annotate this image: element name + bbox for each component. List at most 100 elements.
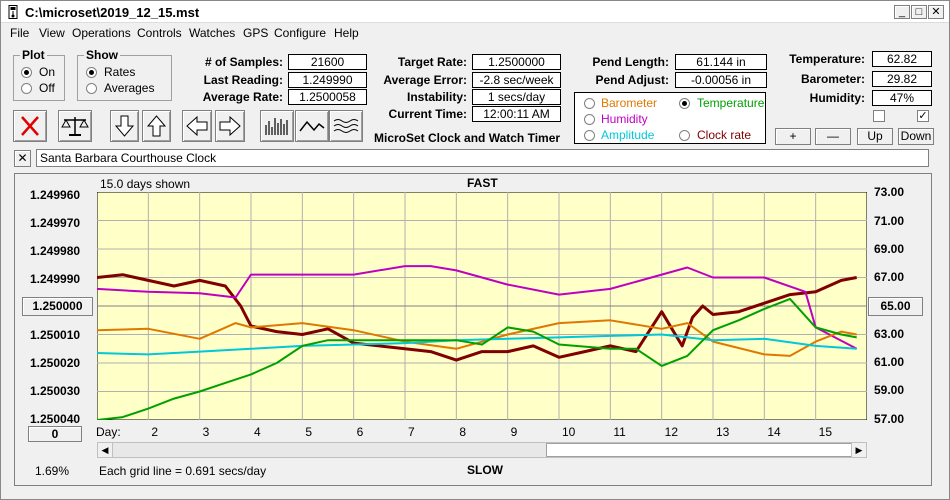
show-rates-label[interactable]: Rates	[104, 65, 136, 79]
scale-down-button[interactable]: Down	[898, 128, 934, 145]
menu-bar: File View Operations Controls Watches GP…	[1, 24, 949, 42]
left-tick-label: 1.250040	[30, 412, 81, 426]
clock-rate-option-label[interactable]: Clock rate	[697, 128, 752, 142]
right-tick-label: 61.00	[874, 355, 905, 369]
plot-off-radio[interactable]	[21, 83, 32, 94]
scale-up-button[interactable]: Up	[857, 128, 893, 145]
time-scrollbar[interactable]: ◀ ▶	[97, 442, 867, 458]
show-averages-radio[interactable]	[86, 83, 97, 94]
day-tick-label: 14	[767, 425, 781, 439]
right-scale-button[interactable]: 65.00	[868, 297, 923, 316]
menu-controls[interactable]: Controls	[137, 26, 182, 40]
barometer-option-label[interactable]: Barometer	[601, 96, 658, 110]
balance-scale-icon	[61, 117, 89, 136]
move-up-button[interactable]	[142, 110, 171, 142]
arrow-up-icon	[146, 115, 167, 137]
scale-minus-button[interactable]: —	[815, 128, 851, 145]
move-right-button[interactable]	[215, 110, 245, 142]
plot-on-radio[interactable]	[21, 67, 32, 78]
grid-note: Each grid line = 0.691 secs/day	[99, 464, 267, 478]
amplitude-option-label[interactable]: Amplitude	[601, 128, 655, 142]
scroll-thumb[interactable]	[546, 443, 852, 457]
sensor-checkbox-2[interactable]: ✓	[917, 110, 929, 122]
day-tick-label: 6	[356, 425, 364, 439]
series-line-temperature	[97, 297, 857, 420]
amplitude-radio[interactable]	[584, 130, 595, 141]
current-time-value: 12:00:11 AM	[472, 106, 561, 122]
series-line-clock-rate	[97, 273, 857, 362]
move-left-button[interactable]	[182, 110, 212, 142]
rate-plot[interactable]	[97, 192, 867, 420]
temperature-option-label[interactable]: Temperature	[697, 96, 765, 110]
scroll-left-arrow-icon[interactable]: ◀	[98, 443, 113, 457]
average-rate-label: Average Rate:	[202, 90, 283, 104]
last-reading-value: 1.249990	[288, 72, 367, 88]
series-line-humidity	[97, 265, 858, 350]
scale-plus-button[interactable]: +	[775, 128, 811, 145]
day-tick-label: 5	[305, 425, 313, 439]
clear-clock-name-button[interactable]: ✕	[14, 150, 31, 167]
left-scale-button[interactable]: 0	[28, 426, 82, 442]
balance-button[interactable]	[58, 110, 92, 142]
arrow-right-icon	[219, 115, 241, 137]
show-rates-radio[interactable]	[86, 67, 97, 78]
plot-group-title: Plot	[20, 48, 47, 62]
clock-rate-radio[interactable]	[679, 130, 690, 141]
right-tick-label: 67.00	[874, 270, 905, 284]
instability-value: 1 secs/day	[472, 89, 561, 105]
show-averages-label[interactable]: Averages	[104, 81, 155, 95]
fast-label: FAST	[467, 176, 498, 190]
samples-value: 21600	[288, 54, 367, 70]
minimize-button[interactable]: _	[894, 5, 910, 19]
close-window-button[interactable]: ✕	[928, 5, 944, 19]
day-tick-label: 8	[459, 425, 467, 439]
sensor-checkbox-1[interactable]	[873, 110, 885, 122]
maximize-button[interactable]: □	[911, 5, 927, 19]
right-tick-label: 73.00	[874, 185, 905, 199]
series-line-barometer	[97, 319, 857, 357]
menu-file[interactable]: File	[10, 26, 30, 40]
barometer-label: Barometer:	[800, 72, 865, 86]
current-time-label: Current Time:	[388, 107, 467, 121]
humidity-radio[interactable]	[584, 114, 595, 125]
right-tick-label: 59.00	[874, 383, 905, 397]
menu-gps[interactable]: GPS	[243, 26, 269, 40]
day-tick-label: 11	[613, 425, 626, 439]
menu-operations[interactable]: Operations	[72, 26, 131, 40]
scroll-right-arrow-icon[interactable]: ▶	[851, 443, 866, 457]
smooth-plot-button[interactable]	[329, 110, 363, 142]
humidity-option-label[interactable]: Humidity	[601, 112, 648, 126]
series-line-amplitude	[97, 333, 857, 356]
plot-off-label[interactable]: Off	[39, 81, 55, 95]
temperature-radio[interactable]	[679, 98, 690, 109]
day-tick-label: 10	[562, 425, 576, 439]
plot-group: Plot On Off	[13, 48, 65, 101]
clear-button[interactable]	[13, 110, 47, 142]
pend-length-label: Pend Length:	[592, 55, 669, 69]
line-plot-button[interactable]	[295, 110, 329, 142]
plot-on-label[interactable]: On	[39, 65, 56, 79]
menu-view[interactable]: View	[39, 26, 65, 40]
slow-label: SLOW	[467, 463, 503, 477]
pend-length-value: 61.144 in	[675, 54, 767, 70]
wave-lines-icon	[333, 119, 359, 133]
barometer-value: 29.82	[872, 71, 932, 87]
barometer-radio[interactable]	[584, 98, 595, 109]
average-rate-value: 1.2500058	[288, 89, 367, 105]
left-tick-label: 1.249970	[30, 216, 81, 230]
menu-watches[interactable]: Watches	[189, 26, 236, 40]
clock-name-field[interactable]: Santa Barbara Courthouse Clock	[36, 149, 929, 167]
target-rate-label: Target Rate:	[397, 55, 467, 69]
move-down-button[interactable]	[110, 110, 139, 142]
last-reading-label: Last Reading:	[203, 73, 283, 87]
temperature-label: Temperature:	[789, 52, 865, 66]
day-tick-label: 12	[664, 425, 679, 439]
center-rate-button[interactable]: 1.250000	[22, 297, 93, 316]
target-rate-value: 1.2500000	[472, 54, 561, 70]
menu-configure[interactable]: Configure	[274, 26, 327, 40]
histogram-button[interactable]	[260, 110, 294, 142]
left-tick-label: 1.250010	[30, 328, 81, 342]
menu-help[interactable]: Help	[334, 26, 359, 40]
pend-adjust-label: Pend Adjust:	[595, 73, 669, 87]
